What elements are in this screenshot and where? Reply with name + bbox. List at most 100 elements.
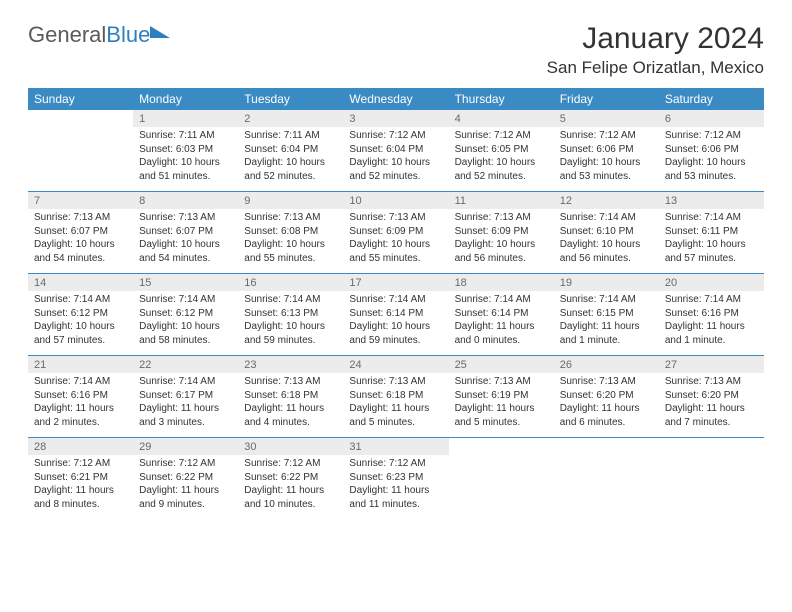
sunset-line: Sunset: 6:07 PM [34, 225, 127, 239]
sunrise-line: Sunrise: 7:13 AM [139, 211, 232, 225]
sunset-line: Sunset: 6:20 PM [665, 389, 758, 403]
logo-text-part2: Blue [106, 22, 150, 47]
day-number-cell: 16 [238, 274, 343, 291]
daylight-line: Daylight: 11 hours and 1 minute. [665, 320, 758, 347]
day-content-cell: Sunrise: 7:14 AMSunset: 6:16 PMDaylight:… [28, 373, 133, 438]
daylight-line: Daylight: 10 hours and 52 minutes. [349, 156, 442, 183]
day-number-cell: 31 [343, 438, 448, 455]
day-of-week-header: Saturday [659, 88, 764, 110]
sunrise-line: Sunrise: 7:13 AM [455, 375, 548, 389]
sunset-line: Sunset: 6:04 PM [349, 143, 442, 157]
daylight-line: Daylight: 10 hours and 56 minutes. [560, 238, 653, 265]
day-number-cell: 21 [28, 356, 133, 373]
daylight-line: Daylight: 11 hours and 2 minutes. [34, 402, 127, 429]
sunrise-line: Sunrise: 7:11 AM [244, 129, 337, 143]
day-of-week-header: Tuesday [238, 88, 343, 110]
day-number-cell [28, 110, 133, 127]
daylight-line: Daylight: 11 hours and 5 minutes. [349, 402, 442, 429]
day-of-week-header: Sunday [28, 88, 133, 110]
daylight-line: Daylight: 10 hours and 59 minutes. [349, 320, 442, 347]
day-number-cell: 7 [28, 192, 133, 209]
sunset-line: Sunset: 6:14 PM [349, 307, 442, 321]
day-number-cell [449, 438, 554, 455]
sunset-line: Sunset: 6:14 PM [455, 307, 548, 321]
day-number-cell: 20 [659, 274, 764, 291]
sunrise-line: Sunrise: 7:14 AM [560, 293, 653, 307]
day-content-cell: Sunrise: 7:14 AMSunset: 6:12 PMDaylight:… [28, 291, 133, 356]
daylight-line: Daylight: 11 hours and 0 minutes. [455, 320, 548, 347]
sunset-line: Sunset: 6:10 PM [560, 225, 653, 239]
day-content-row: Sunrise: 7:11 AMSunset: 6:03 PMDaylight:… [28, 127, 764, 192]
sunset-line: Sunset: 6:12 PM [34, 307, 127, 321]
sunrise-line: Sunrise: 7:14 AM [349, 293, 442, 307]
daylight-line: Daylight: 10 hours and 57 minutes. [34, 320, 127, 347]
day-number-cell: 10 [343, 192, 448, 209]
sunrise-line: Sunrise: 7:11 AM [139, 129, 232, 143]
day-number-cell: 23 [238, 356, 343, 373]
day-content-cell: Sunrise: 7:14 AMSunset: 6:16 PMDaylight:… [659, 291, 764, 356]
daylight-line: Daylight: 11 hours and 5 minutes. [455, 402, 548, 429]
sunset-line: Sunset: 6:12 PM [139, 307, 232, 321]
day-number-row: 78910111213 [28, 192, 764, 209]
day-number-cell: 4 [449, 110, 554, 127]
daylight-line: Daylight: 11 hours and 10 minutes. [244, 484, 337, 511]
day-number-cell: 28 [28, 438, 133, 455]
day-number-cell: 18 [449, 274, 554, 291]
logo: GeneralBlue [28, 22, 170, 48]
day-number-row: 28293031 [28, 438, 764, 455]
daylight-line: Daylight: 10 hours and 58 minutes. [139, 320, 232, 347]
day-content-cell: Sunrise: 7:13 AMSunset: 6:20 PMDaylight:… [659, 373, 764, 438]
daylight-line: Daylight: 11 hours and 11 minutes. [349, 484, 442, 511]
day-content-row: Sunrise: 7:13 AMSunset: 6:07 PMDaylight:… [28, 209, 764, 274]
sunrise-line: Sunrise: 7:13 AM [665, 375, 758, 389]
day-number-cell: 1 [133, 110, 238, 127]
sunset-line: Sunset: 6:11 PM [665, 225, 758, 239]
day-of-week-header: Wednesday [343, 88, 448, 110]
day-number-cell: 6 [659, 110, 764, 127]
sunrise-line: Sunrise: 7:14 AM [455, 293, 548, 307]
logo-text-part1: General [28, 22, 106, 47]
logo-text: GeneralBlue [28, 22, 150, 48]
day-number-cell: 15 [133, 274, 238, 291]
sunrise-line: Sunrise: 7:13 AM [244, 211, 337, 225]
sunset-line: Sunset: 6:09 PM [349, 225, 442, 239]
sunrise-line: Sunrise: 7:13 AM [34, 211, 127, 225]
day-number-row: 123456 [28, 110, 764, 127]
sunset-line: Sunset: 6:06 PM [665, 143, 758, 157]
day-content-cell: Sunrise: 7:13 AMSunset: 6:08 PMDaylight:… [238, 209, 343, 274]
sunset-line: Sunset: 6:19 PM [455, 389, 548, 403]
day-number-cell: 8 [133, 192, 238, 209]
header: GeneralBlue January 2024 San Felipe Oriz… [28, 22, 764, 78]
day-number-cell: 2 [238, 110, 343, 127]
sunset-line: Sunset: 6:16 PM [34, 389, 127, 403]
sunset-line: Sunset: 6:18 PM [349, 389, 442, 403]
sunset-line: Sunset: 6:09 PM [455, 225, 548, 239]
sunrise-line: Sunrise: 7:14 AM [139, 375, 232, 389]
sunrise-line: Sunrise: 7:12 AM [665, 129, 758, 143]
day-content-cell: Sunrise: 7:13 AMSunset: 6:07 PMDaylight:… [133, 209, 238, 274]
day-content-cell: Sunrise: 7:12 AMSunset: 6:23 PMDaylight:… [343, 455, 448, 519]
day-content-cell: Sunrise: 7:12 AMSunset: 6:21 PMDaylight:… [28, 455, 133, 519]
title-block: January 2024 San Felipe Orizatlan, Mexic… [547, 22, 764, 78]
day-of-week-header: Friday [554, 88, 659, 110]
sunrise-line: Sunrise: 7:12 AM [455, 129, 548, 143]
sunrise-line: Sunrise: 7:12 AM [34, 457, 127, 471]
day-of-week-header: Thursday [449, 88, 554, 110]
daylight-line: Daylight: 11 hours and 6 minutes. [560, 402, 653, 429]
day-content-cell: Sunrise: 7:13 AMSunset: 6:09 PMDaylight:… [449, 209, 554, 274]
day-content-cell: Sunrise: 7:13 AMSunset: 6:18 PMDaylight:… [238, 373, 343, 438]
daylight-line: Daylight: 10 hours and 56 minutes. [455, 238, 548, 265]
day-number-cell: 5 [554, 110, 659, 127]
day-content-cell: Sunrise: 7:14 AMSunset: 6:10 PMDaylight:… [554, 209, 659, 274]
day-number-cell: 25 [449, 356, 554, 373]
daylight-line: Daylight: 11 hours and 8 minutes. [34, 484, 127, 511]
sunset-line: Sunset: 6:21 PM [34, 471, 127, 485]
day-number-cell: 19 [554, 274, 659, 291]
sunrise-line: Sunrise: 7:12 AM [139, 457, 232, 471]
day-number-cell: 17 [343, 274, 448, 291]
sunset-line: Sunset: 6:13 PM [244, 307, 337, 321]
day-content-cell: Sunrise: 7:13 AMSunset: 6:19 PMDaylight:… [449, 373, 554, 438]
daylight-line: Daylight: 10 hours and 53 minutes. [665, 156, 758, 183]
sunset-line: Sunset: 6:15 PM [560, 307, 653, 321]
sunrise-line: Sunrise: 7:14 AM [139, 293, 232, 307]
